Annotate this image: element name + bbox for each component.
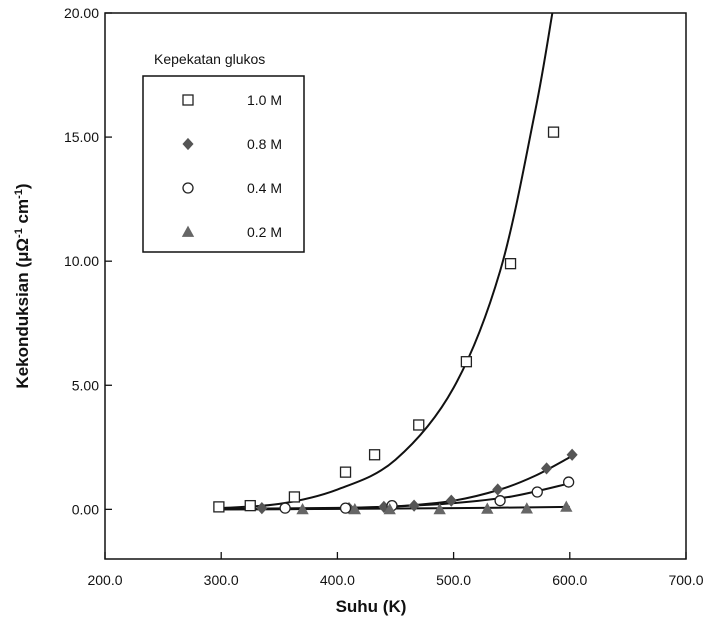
fit-curve (218, 13, 554, 510)
legend-marker (182, 137, 194, 151)
x-axis-title: Suhu (K) (336, 597, 407, 616)
legend-items: 1.0 M 0.8 M 0.4 M 0.2 M (181, 92, 282, 240)
data-point (244, 499, 256, 512)
x-tick-label: 200.0 (87, 572, 122, 588)
data-point (368, 449, 381, 461)
data-points (213, 126, 578, 515)
data-point (296, 503, 309, 515)
data-point (279, 502, 291, 514)
data-point (541, 462, 553, 475)
legend-marker (181, 225, 195, 237)
data-point (213, 501, 225, 513)
legend-label: 0.2 M (247, 224, 282, 240)
data-point (560, 500, 573, 512)
data-point (481, 502, 494, 514)
y-tick-label: 10.00 (64, 253, 99, 269)
y-axis-title: Kekonduksian (μΩ-1 cm-1) (13, 183, 32, 388)
data-point (492, 483, 504, 496)
fit-curves (218, 13, 571, 511)
y-tick-label: 0.00 (72, 501, 99, 517)
data-point (531, 486, 543, 498)
data-point (339, 502, 352, 514)
data-point (339, 466, 352, 478)
y-tick-label: 5.00 (72, 377, 99, 393)
data-point (256, 502, 268, 515)
data-point (445, 494, 457, 507)
data-point (348, 503, 362, 515)
legend-marker (182, 182, 194, 194)
legend-label: 0.8 M (247, 136, 282, 152)
legend-marker (182, 94, 194, 106)
x-tick-label: 300.0 (204, 572, 239, 588)
legend-box (142, 75, 305, 253)
y-tick-label: 20.00 (64, 5, 99, 21)
y-tick-label: 15.00 (64, 129, 99, 145)
data-point (566, 448, 578, 461)
y-axis-ticks: 0.00 5.00 10.00 15.00 20.00 (64, 5, 112, 517)
data-point (562, 476, 575, 488)
legend: Kepekatan glukos 1.0 M 0.8 M 0.4 M 0.2 M (142, 51, 305, 253)
x-tick-label: 700.0 (668, 572, 703, 588)
x-axis-ticks: 200.0 300.0 400.0 500.0 600.0 700.0 (87, 552, 704, 588)
data-point (288, 491, 301, 503)
data-point (383, 503, 396, 515)
data-point (520, 502, 533, 514)
x-tick-label: 400.0 (320, 572, 355, 588)
data-point (460, 356, 473, 368)
x-tick-label: 600.0 (552, 572, 587, 588)
data-point (408, 499, 420, 512)
data-point (433, 503, 446, 515)
plot-frame (104, 12, 687, 560)
data-point (413, 419, 425, 431)
legend-label: 0.4 M (247, 180, 282, 196)
x-tick-label: 500.0 (436, 572, 471, 588)
data-point (547, 126, 560, 138)
data-point (494, 495, 506, 507)
legend-title: Kepekatan glukos (154, 51, 265, 67)
legend-label: 1.0 M (247, 92, 282, 108)
data-point (504, 258, 517, 270)
